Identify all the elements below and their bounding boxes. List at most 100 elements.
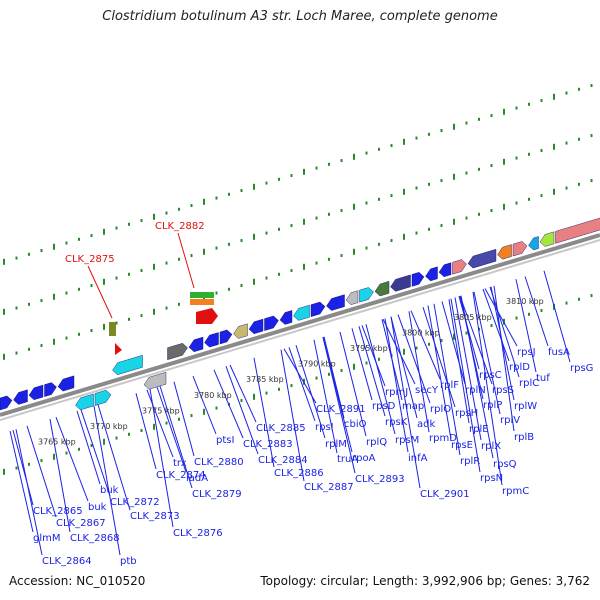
gene-label: cbiO (344, 419, 367, 430)
axis-position-label: 3775 kbp (142, 406, 180, 415)
gene-feature (57, 375, 75, 392)
axis-position-label: 3765 kbp (38, 438, 76, 447)
leader-line (351, 328, 373, 401)
leader-line (49, 418, 71, 533)
axis-position-label: 3790 kbp (298, 360, 336, 369)
position-ticks (3, 84, 593, 475)
leader-line (225, 366, 259, 455)
gene-feature (75, 393, 94, 411)
gene-label: rpsS (492, 385, 514, 396)
axis-position-label: 3800 kbp (402, 328, 440, 337)
gene-feature (0, 395, 13, 411)
gene-feature (44, 382, 57, 397)
gene-label: rpsG (570, 363, 593, 374)
leader-line (433, 303, 461, 456)
gene-label: CLK_2864 (42, 556, 92, 567)
gene-label: rpsD (372, 401, 396, 412)
leader-line (97, 404, 131, 511)
gene-feature (326, 294, 345, 311)
gene-feature (279, 310, 293, 325)
leader-line (135, 393, 157, 470)
gene-feature-highlight (109, 322, 116, 336)
leader-line (295, 345, 326, 439)
leader-line (422, 306, 456, 408)
leader-line (339, 331, 367, 437)
gene-label: rpmJ (385, 387, 408, 398)
leader-line (441, 301, 466, 385)
gene-label: CLK_2872 (110, 497, 160, 508)
gene-feature (233, 323, 248, 339)
gene-feature-highlight (190, 292, 214, 298)
gene-label: rplF (440, 380, 459, 391)
gene-feature (310, 301, 326, 317)
gene-label: rpsC (479, 370, 502, 381)
gene-label: rpsQ (493, 459, 517, 470)
gene-label: rplC (519, 378, 539, 389)
gene-label: rpsJ (517, 347, 536, 358)
axis-position-label: 3795 kbp (350, 344, 388, 353)
gene-feature (411, 272, 425, 287)
gene-feature (219, 329, 233, 345)
leader-line (397, 314, 431, 404)
gene-feature (204, 332, 219, 348)
leader-line (146, 389, 174, 458)
gene-feature (264, 315, 279, 331)
leader-line (410, 310, 441, 380)
leader-line (408, 311, 430, 433)
map-title: Clostridium botulinum A3 str. Loch Maree… (102, 9, 498, 24)
leader-line (159, 385, 193, 489)
gene-label: CLK_2879 (192, 489, 242, 500)
gene-label: CLK_2886 (274, 468, 324, 479)
gene-feature (13, 389, 28, 405)
gene-label: rplV (500, 415, 520, 426)
axis-position-label: 3805 kbp (454, 313, 492, 322)
gene-label: rpsI (315, 422, 334, 433)
backbone-line (0, 233, 600, 417)
leader-line (390, 316, 418, 419)
gene-label: glmM (33, 533, 61, 544)
leader-line (459, 295, 493, 385)
leader-line (55, 417, 89, 502)
leader-line (543, 270, 571, 363)
gene-label: secY (415, 385, 439, 396)
gene-feature (345, 290, 359, 305)
leader-line (365, 324, 396, 435)
gene-label: rplR (460, 456, 480, 467)
leader-line (229, 364, 257, 423)
gene-label: CLK_2901 (420, 489, 470, 500)
gene-label: trx (173, 458, 187, 469)
gene-feature-highlight (190, 299, 214, 305)
leader-line (361, 325, 386, 387)
leader-line (358, 326, 386, 417)
leader-line (484, 288, 518, 347)
gene-label: infA (408, 453, 428, 464)
leader-line (454, 297, 482, 441)
gene-label: buk (100, 485, 119, 496)
backbone-line (0, 239, 600, 421)
leader-line (280, 349, 305, 482)
gene-label: rpoA (352, 453, 376, 464)
gene-label: rplQ (366, 437, 387, 448)
gene-label: CLK_2880 (194, 457, 244, 468)
gene-label: rpsK (385, 417, 408, 428)
gene-label: rplB (514, 432, 534, 443)
gene-feature (374, 281, 390, 297)
leader-line (283, 348, 317, 404)
leader-line (76, 410, 101, 485)
gene-label: rplO (430, 404, 451, 415)
gene-features (0, 217, 600, 411)
gene-label: CLK_2887 (304, 482, 354, 493)
gene-label: rplN (465, 385, 486, 396)
leader-line (192, 375, 217, 435)
leader-line (472, 292, 503, 486)
gene-labels: CLK_2875 CLK_2882 CLK_2865 glmM CLK_2864 CLK_… (33, 221, 593, 567)
gene-feature (452, 259, 467, 275)
gene-label: ptb (120, 556, 137, 567)
leader-line (156, 386, 187, 473)
highlighted-gene-label: CLK_2882 (155, 221, 205, 232)
axis-position-label: 3785 kbp (246, 375, 284, 384)
leader-line (427, 305, 452, 440)
axis-position-label: 3780 kbp (194, 391, 232, 400)
gene-label: rpmC (502, 486, 529, 497)
